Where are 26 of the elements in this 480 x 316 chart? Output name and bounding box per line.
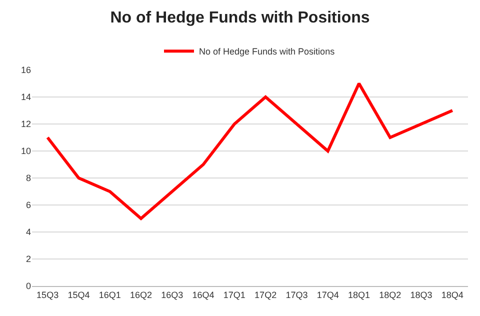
y-tick-label: 4 (26, 227, 31, 238)
y-tick-label: 0 (26, 281, 31, 292)
y-tick-label: 6 (26, 200, 31, 210)
x-tick-label: 15Q3 (36, 290, 59, 300)
chart-title: No of Hedge Funds with Positions (110, 9, 370, 26)
x-tick-label: 18Q1 (348, 290, 370, 300)
x-tick-label: 16Q3 (161, 290, 184, 300)
y-tick-label: 2 (26, 254, 31, 264)
x-tick-label: 18Q2 (379, 290, 402, 300)
legend-label: No of Hedge Funds with Positions (199, 46, 336, 57)
x-tick-label: 16Q4 (192, 290, 214, 300)
x-tick-label: 17Q1 (223, 290, 246, 300)
y-tick-label: 10 (20, 146, 31, 156)
x-tick-label: 18Q4 (441, 290, 464, 300)
y-tick-label: 12 (20, 119, 31, 130)
y-tick-label: 8 (26, 173, 31, 184)
y-tick-label: 14 (20, 92, 31, 102)
x-tick-label: 17Q3 (286, 290, 308, 300)
x-tick-label: 16Q1 (98, 290, 121, 300)
x-tick-label: 17Q2 (254, 290, 277, 300)
x-tick-label: 16Q2 (130, 290, 152, 300)
x-tick-label: 15Q4 (68, 290, 90, 300)
x-tick-label: 18Q3 (410, 290, 432, 300)
line-series (46, 82, 454, 220)
y-tick-label: 16 (20, 65, 31, 76)
x-tick-label: 17Q4 (316, 290, 339, 300)
